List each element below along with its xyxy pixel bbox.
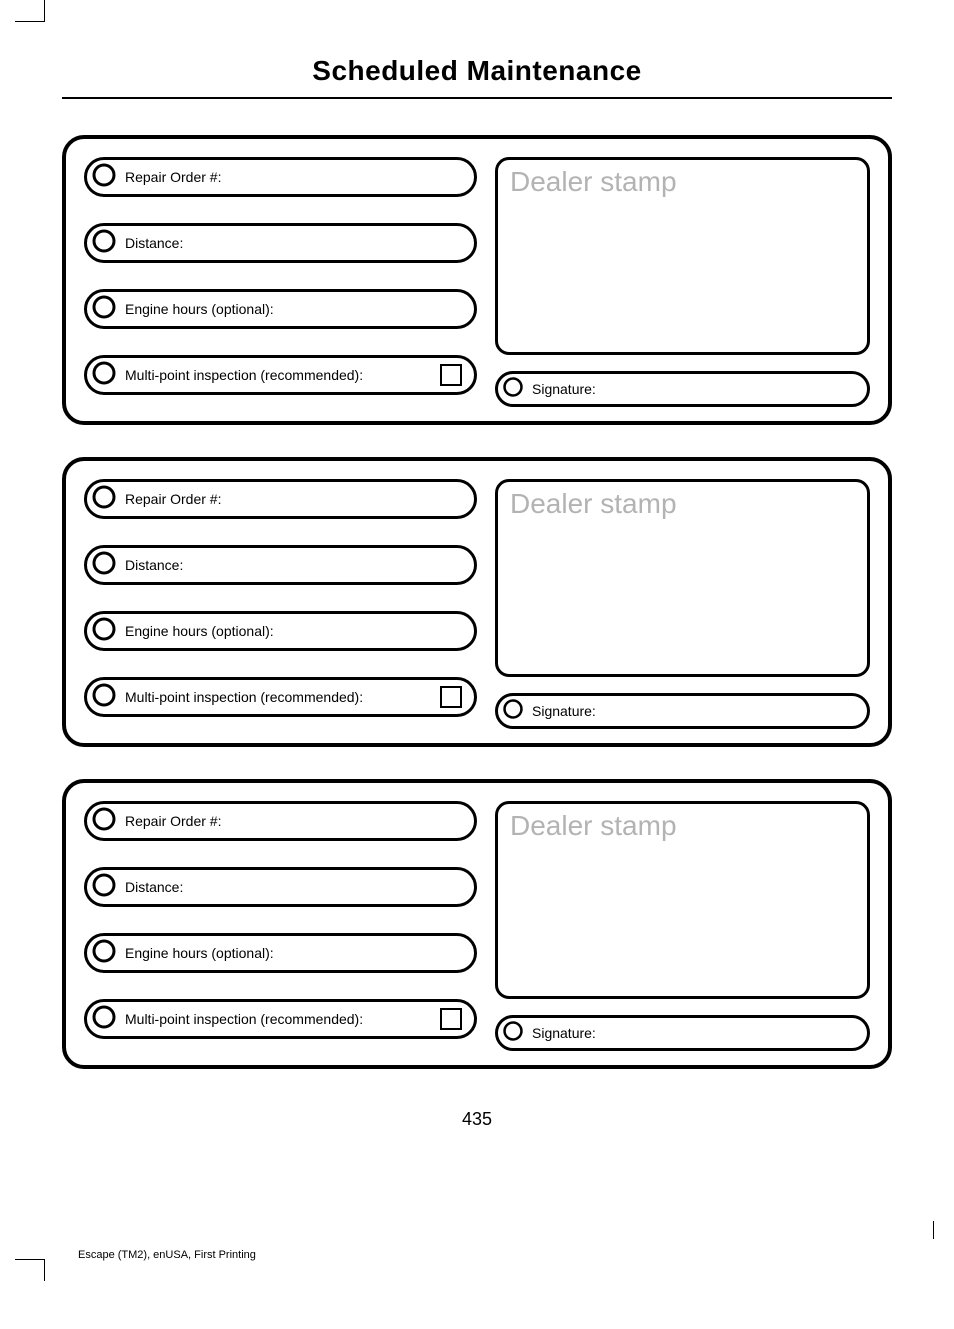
engine-hours-field[interactable]: Engine hours (optional): (84, 289, 477, 329)
multi-point-checkbox[interactable] (440, 1008, 462, 1030)
footer-text: Escape (TM2), enUSA, First Printing (78, 1249, 256, 1261)
page-number: 435 (62, 1109, 892, 1130)
engine-hours-field[interactable]: Engine hours (optional): (84, 933, 477, 973)
dealer-stamp-box[interactable]: Dealer stamp (495, 801, 870, 999)
bullet-icon (502, 1020, 524, 1047)
dealer-stamp-label: Dealer stamp (510, 488, 677, 519)
engine-hours-field[interactable]: Engine hours (optional): (84, 611, 477, 651)
signature-label: Signature: (532, 703, 596, 719)
bullet-icon (502, 376, 524, 403)
multi-point-field[interactable]: Multi-point inspection (recommended): (84, 677, 477, 717)
multi-point-checkbox[interactable] (440, 364, 462, 386)
bullet-icon (91, 294, 117, 325)
bullet-icon (91, 1004, 117, 1035)
bullet-icon (91, 938, 117, 969)
dealer-stamp-box[interactable]: Dealer stamp (495, 479, 870, 677)
multi-point-label: Multi-point inspection (recommended): (125, 689, 363, 705)
signature-row: Signature: (495, 1015, 870, 1051)
card-left-column: Repair Order #: Distance: Engine hours (… (84, 801, 477, 1051)
dealer-stamp-label: Dealer stamp (510, 166, 677, 197)
engine-hours-label: Engine hours (optional): (125, 301, 274, 317)
bullet-icon (91, 228, 117, 259)
crop-mark-bottom-left (15, 1259, 45, 1281)
maintenance-card: Repair Order #: Distance: Engine hours (… (62, 779, 892, 1069)
content-area: Scheduled Maintenance Repair Order #: Di… (0, 0, 954, 1130)
bullet-icon (91, 550, 117, 581)
distance-label: Distance: (125, 879, 183, 895)
distance-field[interactable]: Distance: (84, 545, 477, 585)
card-right-column: Dealer stamp Signature: (495, 157, 870, 407)
bullet-icon (91, 616, 117, 647)
multi-point-field[interactable]: Multi-point inspection (recommended): (84, 355, 477, 395)
bullet-icon (91, 484, 117, 515)
title-rule (62, 97, 892, 99)
repair-order-label: Repair Order #: (125, 813, 221, 829)
engine-hours-label: Engine hours (optional): (125, 945, 274, 961)
bullet-icon (91, 682, 117, 713)
signature-label: Signature: (532, 381, 596, 397)
distance-field[interactable]: Distance: (84, 867, 477, 907)
repair-order-field[interactable]: Repair Order #: (84, 801, 477, 841)
page-title: Scheduled Maintenance (62, 55, 892, 87)
card-right-column: Dealer stamp Signature: (495, 479, 870, 729)
signature-row: Signature: (495, 371, 870, 407)
crop-mark-top-left (15, 0, 45, 22)
repair-order-label: Repair Order #: (125, 169, 221, 185)
signature-row: Signature: (495, 693, 870, 729)
bullet-icon (91, 360, 117, 391)
repair-order-field[interactable]: Repair Order #: (84, 479, 477, 519)
repair-order-field[interactable]: Repair Order #: (84, 157, 477, 197)
maintenance-card: Repair Order #: Distance: Engine hours (… (62, 457, 892, 747)
bullet-icon (91, 872, 117, 903)
card-right-column: Dealer stamp Signature: (495, 801, 870, 1051)
signature-field[interactable]: Signature: (495, 371, 870, 407)
card-left-column: Repair Order #: Distance: Engine hours (… (84, 479, 477, 729)
bullet-icon (91, 806, 117, 837)
multi-point-checkbox[interactable] (440, 686, 462, 708)
page: Scheduled Maintenance Repair Order #: Di… (0, 0, 954, 1329)
dealer-stamp-label: Dealer stamp (510, 810, 677, 841)
maintenance-card: Repair Order #: Distance: Engine hours (… (62, 135, 892, 425)
signature-label: Signature: (532, 1025, 596, 1041)
signature-field[interactable]: Signature: (495, 1015, 870, 1051)
distance-field[interactable]: Distance: (84, 223, 477, 263)
distance-label: Distance: (125, 557, 183, 573)
multi-point-label: Multi-point inspection (recommended): (125, 367, 363, 383)
repair-order-label: Repair Order #: (125, 491, 221, 507)
signature-field[interactable]: Signature: (495, 693, 870, 729)
crop-mark-bottom-right (933, 1221, 939, 1239)
bullet-icon (91, 162, 117, 193)
distance-label: Distance: (125, 235, 183, 251)
multi-point-label: Multi-point inspection (recommended): (125, 1011, 363, 1027)
card-left-column: Repair Order #: Distance: Engine hours (… (84, 157, 477, 407)
dealer-stamp-box[interactable]: Dealer stamp (495, 157, 870, 355)
bullet-icon (502, 698, 524, 725)
multi-point-field[interactable]: Multi-point inspection (recommended): (84, 999, 477, 1039)
engine-hours-label: Engine hours (optional): (125, 623, 274, 639)
